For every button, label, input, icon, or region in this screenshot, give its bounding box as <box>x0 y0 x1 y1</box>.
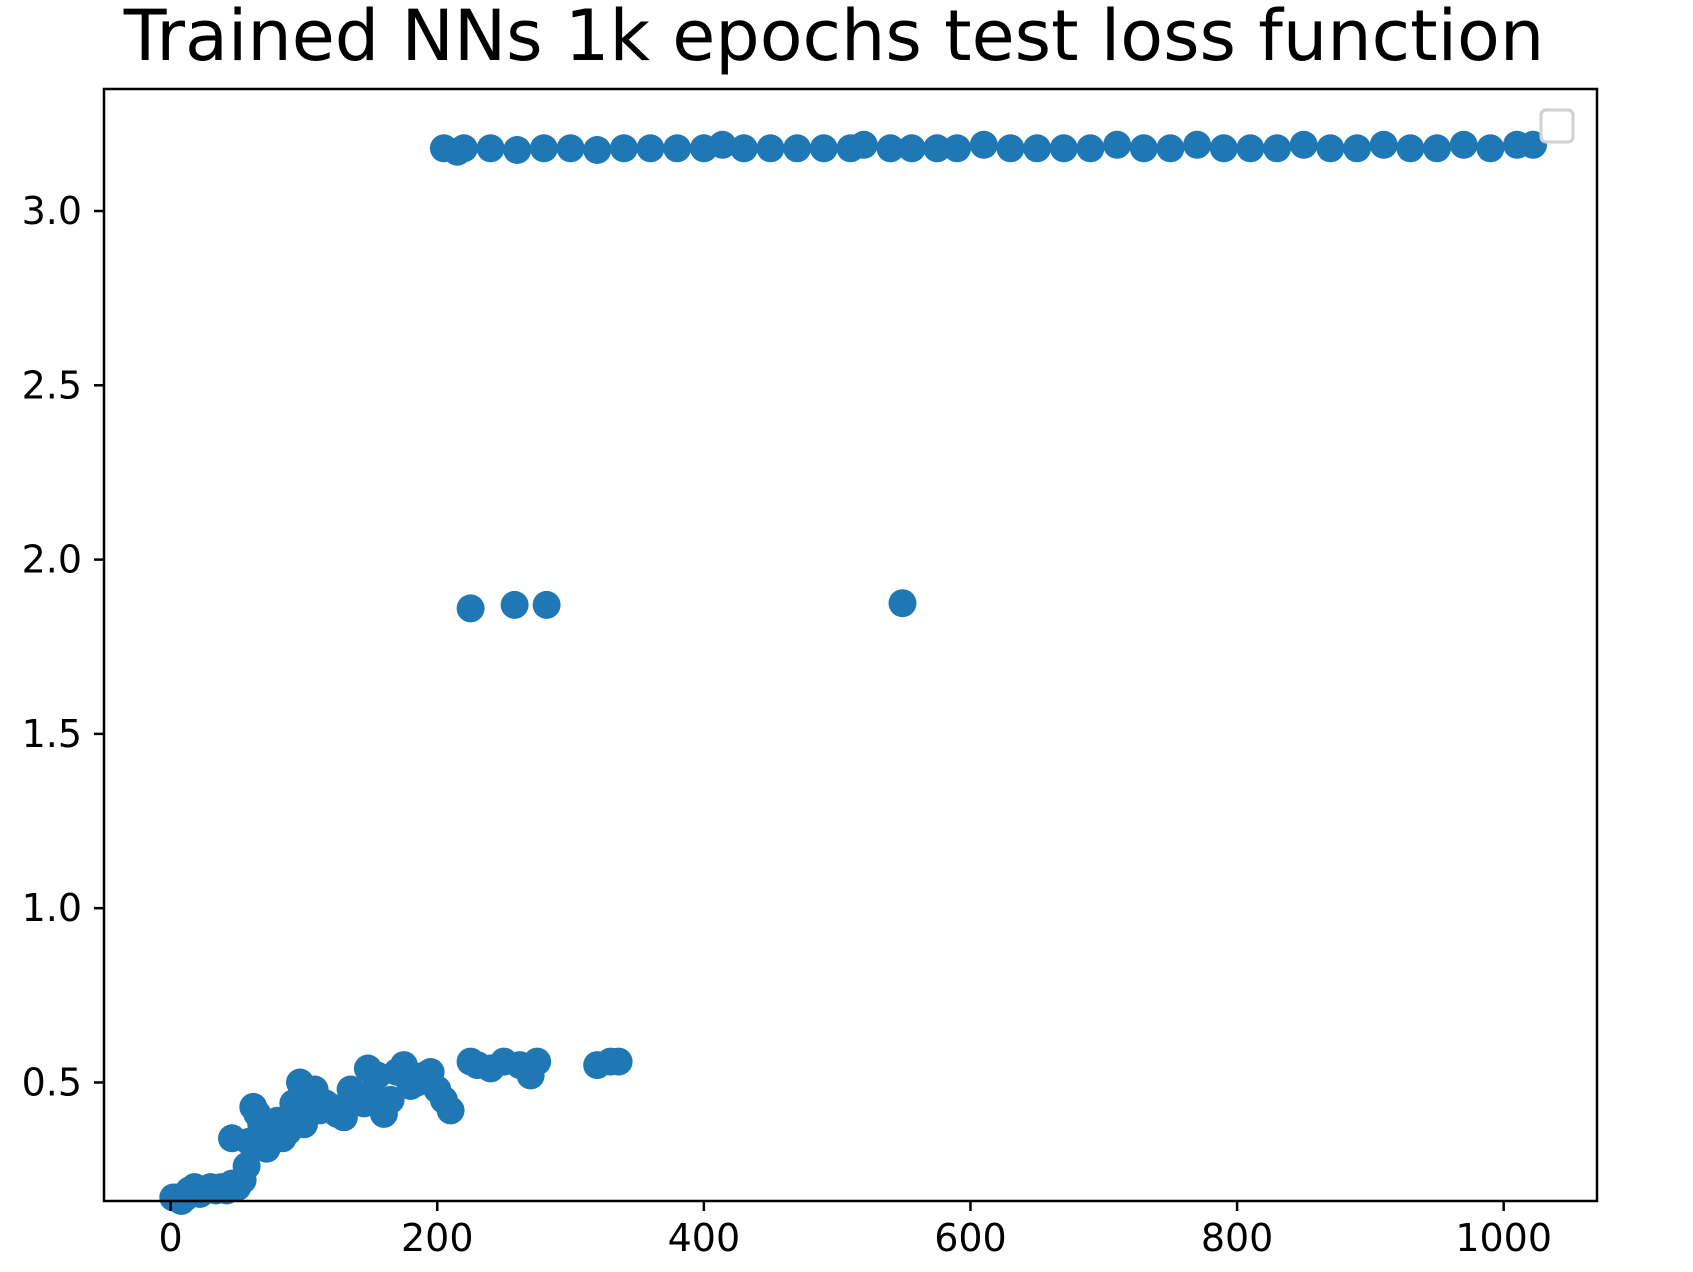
data-point <box>783 134 812 163</box>
data-point <box>232 1152 261 1181</box>
data-point <box>1183 130 1212 159</box>
data-point <box>532 590 561 619</box>
data-point <box>556 134 585 163</box>
data-point <box>500 590 529 619</box>
data-point <box>1449 130 1478 159</box>
data-point <box>1396 134 1425 163</box>
data-point <box>729 134 758 163</box>
data-point <box>449 134 478 163</box>
data-point <box>636 134 665 163</box>
data-point <box>1369 130 1398 159</box>
data-point <box>1103 130 1132 159</box>
y-tick-label: 2.5 <box>22 363 82 407</box>
data-point <box>943 134 972 163</box>
chart-title: Trained NNs 1k epochs test loss function <box>123 0 1544 77</box>
data-point <box>218 1124 246 1153</box>
y-tick-label: 1.0 <box>22 886 82 930</box>
data-point <box>888 589 917 618</box>
legend <box>1539 108 1575 144</box>
data-point <box>756 134 785 163</box>
x-tick-label: 0 <box>159 1216 183 1260</box>
x-tick-label: 600 <box>934 1216 1007 1260</box>
axes-frame <box>102 87 1599 1203</box>
x-tick-label: 800 <box>1201 1216 1274 1260</box>
data-point <box>609 134 638 163</box>
data-point <box>663 134 692 163</box>
data-point <box>1476 134 1505 163</box>
data-point <box>286 1068 314 1097</box>
x-tick-label: 200 <box>401 1216 474 1260</box>
y-tick-label: 3.0 <box>22 189 82 233</box>
data-point <box>1263 134 1292 163</box>
y-tick-label: 2.0 <box>22 538 82 582</box>
legend-box <box>1539 108 1575 144</box>
data-point <box>923 134 952 163</box>
data-point <box>476 134 505 163</box>
data-point <box>353 1054 382 1083</box>
data-point <box>1423 134 1451 163</box>
x-tick-label: 1000 <box>1455 1216 1552 1260</box>
data-point <box>897 134 926 163</box>
data-point <box>996 134 1025 163</box>
data-point <box>1129 134 1158 163</box>
data-point <box>1236 134 1265 163</box>
data-point <box>1316 134 1345 163</box>
data-point <box>1023 134 1052 163</box>
data-point <box>1049 134 1078 163</box>
data-point <box>708 130 737 159</box>
data-point <box>1076 134 1105 163</box>
data-point <box>1156 134 1185 163</box>
data-point <box>436 1096 465 1125</box>
data-point <box>456 594 485 623</box>
data-point <box>876 134 905 163</box>
data-point <box>809 134 838 163</box>
data-point <box>849 130 878 159</box>
data-point <box>376 1085 405 1114</box>
y-tick-label: 0.5 <box>22 1060 82 1104</box>
data-point <box>529 134 558 163</box>
data-point <box>1343 134 1372 163</box>
data-point <box>503 136 532 164</box>
data-point <box>969 130 998 159</box>
data-point <box>523 1047 552 1076</box>
y-tick-label: 1.5 <box>22 712 82 756</box>
data-point <box>604 1047 633 1076</box>
data-point <box>1289 130 1318 159</box>
scatter-points <box>159 130 1547 1215</box>
x-tick-label: 400 <box>668 1216 741 1260</box>
axis-ticks: 0 200 400 600 800 1000 0.5 1.0 1.5 2.0 2.5 3.0 <box>22 189 1552 1260</box>
data-point <box>583 136 612 164</box>
data-point <box>1209 134 1238 163</box>
